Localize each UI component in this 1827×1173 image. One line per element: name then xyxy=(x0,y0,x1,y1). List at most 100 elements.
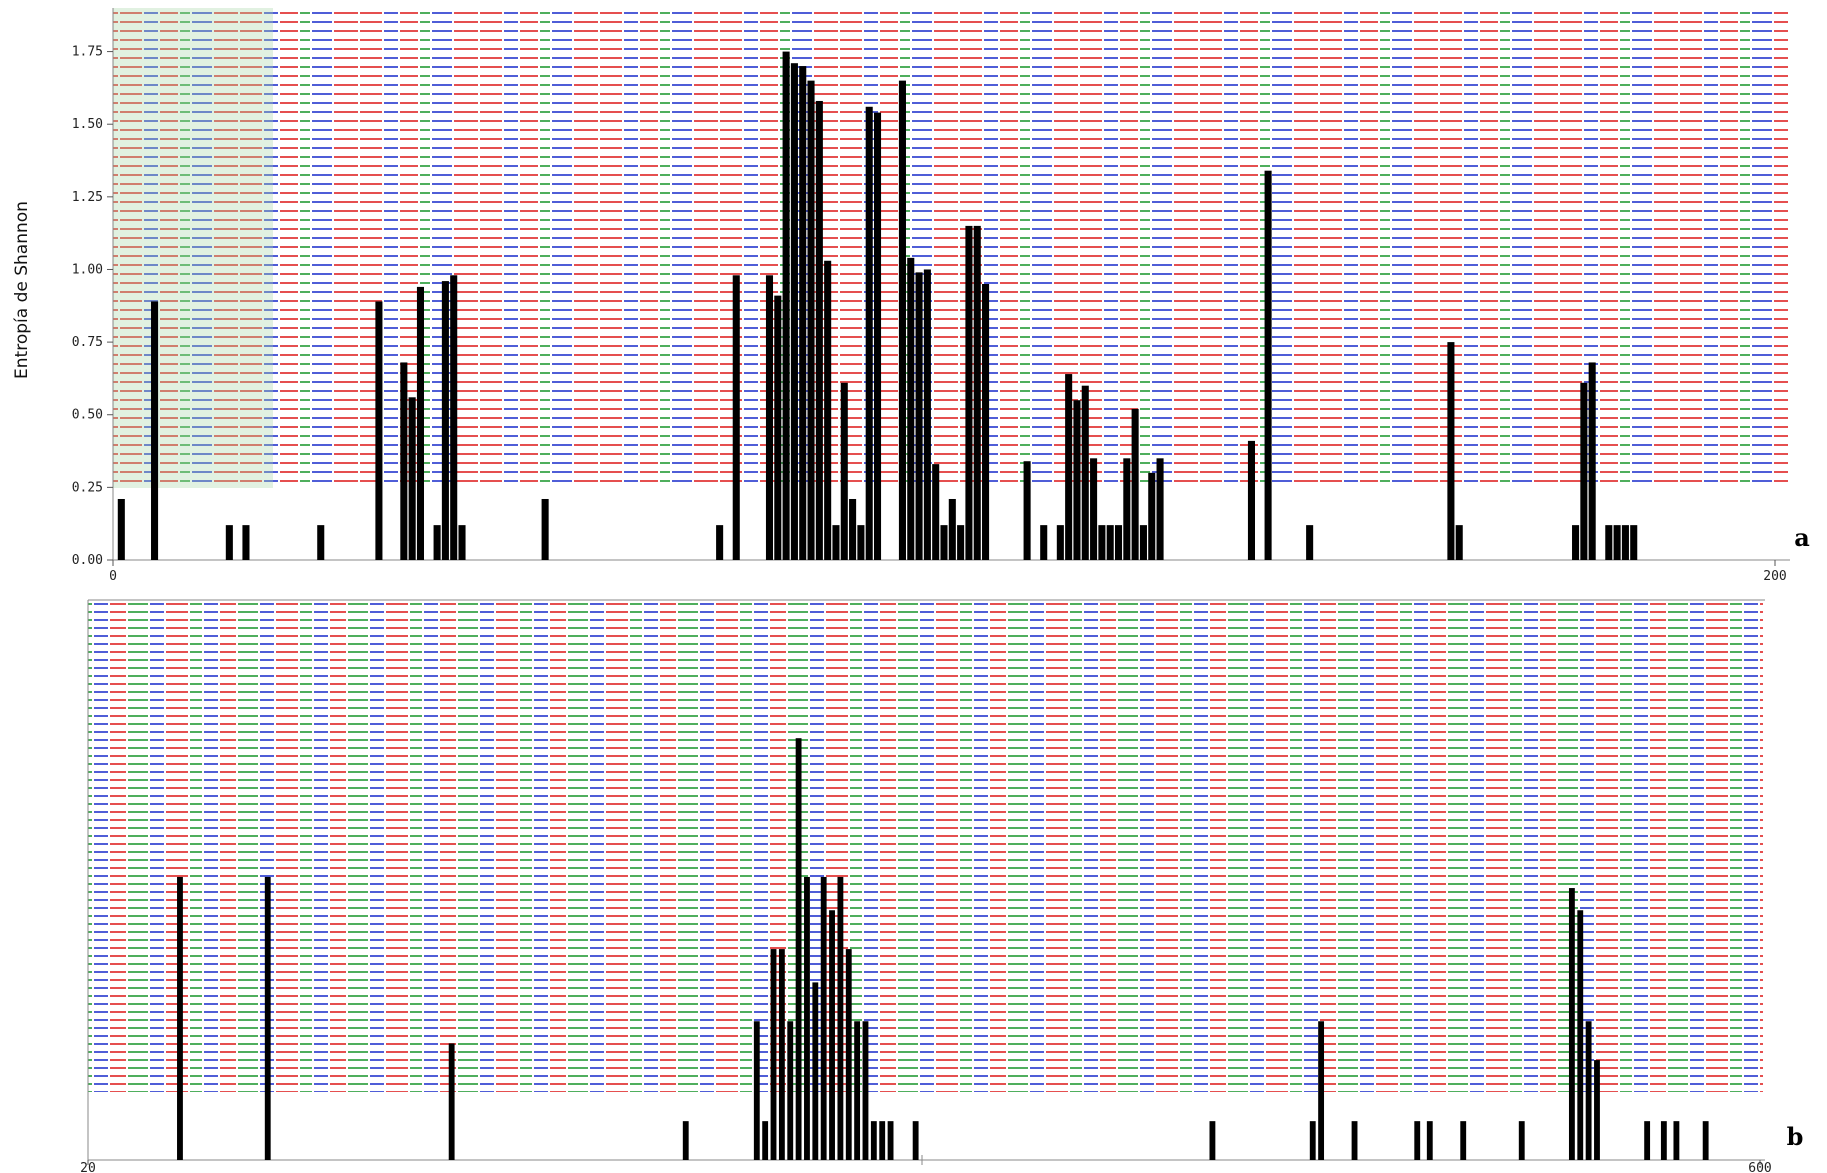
panel-a-alignment-background xyxy=(113,8,1788,488)
panel-b-bar xyxy=(264,876,271,1160)
panel-a-bar xyxy=(1139,525,1147,560)
panel-a-bar xyxy=(433,525,441,560)
panel-b-bar xyxy=(1414,1121,1421,1160)
panel-b-bar xyxy=(448,1043,455,1160)
panel-a-bar xyxy=(898,80,906,560)
panel-a-bar xyxy=(408,397,416,560)
panel-a-bar xyxy=(732,275,740,560)
panel-a-bar xyxy=(940,525,948,560)
panel-b-bar xyxy=(1309,1121,1316,1160)
panel-b-bar xyxy=(1518,1121,1525,1160)
panel-b-bar xyxy=(879,1121,886,1160)
panel-b-bar xyxy=(829,910,835,1160)
panel-b-bar xyxy=(1318,1021,1325,1160)
panel-a-bar xyxy=(774,295,782,560)
panel-a-bar xyxy=(1123,458,1131,560)
panel-a-bar xyxy=(1447,342,1455,560)
panel-b-bar xyxy=(177,876,183,1160)
panel-a-bar xyxy=(1455,525,1463,560)
panel-b-bar xyxy=(1702,1121,1709,1160)
panel-b-bar xyxy=(682,1121,689,1160)
panel-b-bar xyxy=(1568,888,1575,1160)
panel-b-bar xyxy=(1426,1121,1433,1160)
panel-a-bar xyxy=(948,498,956,560)
panel-a-bar xyxy=(242,525,250,560)
panel-b-bar xyxy=(1460,1121,1467,1160)
panel-a-bar xyxy=(1040,525,1048,560)
panel-a-bar xyxy=(807,80,815,560)
panel-a-bar xyxy=(151,301,159,560)
panel-a-bar xyxy=(416,286,425,560)
panel-b-bar xyxy=(862,1021,869,1160)
panel-b-bar xyxy=(887,1121,894,1160)
panel-a-y-tick-label: 0.25 xyxy=(72,480,103,495)
panel-a-bar xyxy=(765,275,774,560)
panel-b-bar xyxy=(778,949,785,1160)
panel-a-bar xyxy=(317,525,325,560)
panel-a-bar xyxy=(840,382,848,560)
panel-b-bar xyxy=(912,1121,919,1160)
panel-a-bar xyxy=(1073,400,1081,560)
panel-b-bar xyxy=(770,949,777,1160)
panel-a-bar xyxy=(1065,374,1073,560)
panel-a-bar xyxy=(541,498,549,560)
panel-b-bar xyxy=(1585,1021,1592,1160)
panel-b-bar xyxy=(845,949,852,1160)
panel-b-bar xyxy=(1594,1060,1600,1160)
panel-a-bars xyxy=(117,51,1638,561)
panel-a-letter: a xyxy=(1794,523,1810,552)
panel-a-bar xyxy=(1106,525,1114,560)
panel-b-bar xyxy=(837,876,844,1160)
panel-a-y-tick-label: 0.00 xyxy=(72,553,103,568)
panel-a-bar xyxy=(1056,525,1064,560)
panel-a-bar xyxy=(957,525,965,560)
panel-b-x-tick-label: 20 xyxy=(80,1161,96,1173)
panel-b-bar xyxy=(1660,1121,1667,1160)
panel-a-bar xyxy=(824,260,832,560)
panel-a-bar xyxy=(915,272,923,560)
panel-b-letter: b xyxy=(1787,1122,1804,1151)
panel-a-y-tick-label: 1.75 xyxy=(72,45,103,60)
panel-b-bar xyxy=(1209,1121,1216,1160)
panel-a-y-tick-label: 1.25 xyxy=(72,190,103,205)
panel-a-alignment-highlight xyxy=(113,8,273,488)
panel-a-bar xyxy=(1264,170,1272,560)
panel-b-bar xyxy=(787,1021,794,1160)
panel-b-bar xyxy=(753,1021,760,1160)
panel-a-bar xyxy=(982,284,990,560)
panel-b-x-ticks: 20 600 xyxy=(80,1160,1772,1173)
panel-b-bar xyxy=(1644,1121,1651,1160)
panel-a-y-tick-label: 0.75 xyxy=(72,335,103,350)
panel-a-y-tick-label: 0.50 xyxy=(72,408,103,423)
panel-a-bar xyxy=(1156,458,1164,560)
panel-b-bar xyxy=(812,982,819,1160)
panel-b-plot: 20 600 b xyxy=(80,599,1804,1173)
panel-a-bar xyxy=(1621,525,1629,560)
panel-a-y-ticks: 0.00 0.25 0.50 0.75 1.00 1.25 1.50 1.75 xyxy=(72,45,113,568)
panel-a-bar xyxy=(973,225,981,561)
panel-a-bar xyxy=(1605,525,1613,560)
panel-a-bar xyxy=(1588,362,1596,560)
panel-a-bar xyxy=(1098,525,1106,560)
panel-b-bar xyxy=(804,876,810,1160)
panel-b-bar xyxy=(1673,1121,1680,1160)
panel-a-bar xyxy=(1580,382,1588,560)
panel-a-y-axis-label: Entropía de Shannon xyxy=(12,201,32,379)
panel-a-bar xyxy=(450,275,458,560)
panel-a-x-tick-label: 200 xyxy=(1763,569,1786,584)
panel-b-bar xyxy=(1577,910,1584,1160)
panel-a-bar xyxy=(441,281,449,560)
panel-a-bar xyxy=(716,525,724,560)
panel-a-bar xyxy=(1148,472,1156,560)
panel-a-bar xyxy=(1131,408,1139,560)
panel-a-bar xyxy=(1090,458,1098,560)
panel-a-bar xyxy=(849,498,857,560)
panel-a-y-tick-label: 1.50 xyxy=(72,117,103,132)
panel-a-bar xyxy=(782,51,790,560)
panel-a-bar xyxy=(117,498,125,560)
panel-a-y-tick-label: 1.00 xyxy=(72,262,103,277)
panel-b-bar xyxy=(854,1021,861,1160)
panel-a-bar xyxy=(932,464,940,560)
panel-a-bar xyxy=(907,257,915,560)
panel-b-bar xyxy=(795,738,802,1160)
